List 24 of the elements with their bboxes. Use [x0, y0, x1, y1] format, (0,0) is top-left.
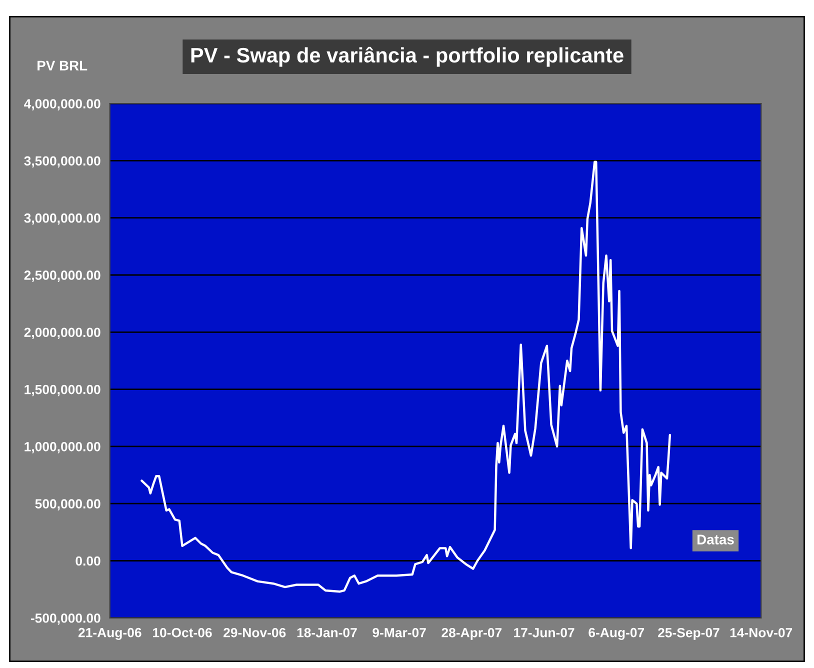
x-tick-label: 29-Nov-06: [224, 628, 286, 638]
x-tick-label: 9-Mar-07: [372, 628, 426, 638]
x-tick-label: 10-Oct-06: [153, 628, 212, 638]
y-axis-title: PV BRL: [38, 60, 88, 70]
line-series: [140, 160, 672, 593]
x-tick-label: 25-Sep-07: [658, 628, 720, 640]
y-tick-label: 500,000.00: [35, 499, 100, 510]
y-tick-label: 2,000,000.00: [24, 328, 100, 339]
x-tick-label: 21-Aug-06: [78, 628, 142, 640]
y-tick-label: 0.00: [76, 556, 100, 566]
y-tick-label: 3,500,000.00: [24, 156, 100, 168]
y-tick-label: 1,000,000.00: [24, 442, 100, 454]
x-tick-label: 14-Nov-07: [730, 628, 792, 638]
x-tick-label: 28-Apr-07: [442, 628, 502, 640]
chart-title: PV - Swap de variância - portfolio replicante: [191, 46, 624, 67]
x-tick-label: 18-Jan-07: [297, 628, 357, 638]
x-tick-label: 6-Aug-07: [588, 628, 644, 640]
x-tick-label: 17-Jun-07: [514, 628, 574, 638]
y-tick-label: -500,000.00: [30, 613, 100, 625]
y-tick-label: 3,000,000.00: [24, 213, 100, 225]
y-tick-label: 2,500,000.00: [24, 270, 100, 282]
y-tick-label: 1,500,000.00: [24, 384, 100, 396]
y-tick-label: 4,000,000.00: [24, 99, 100, 110]
x-axis-title: Datas: [698, 534, 734, 544]
